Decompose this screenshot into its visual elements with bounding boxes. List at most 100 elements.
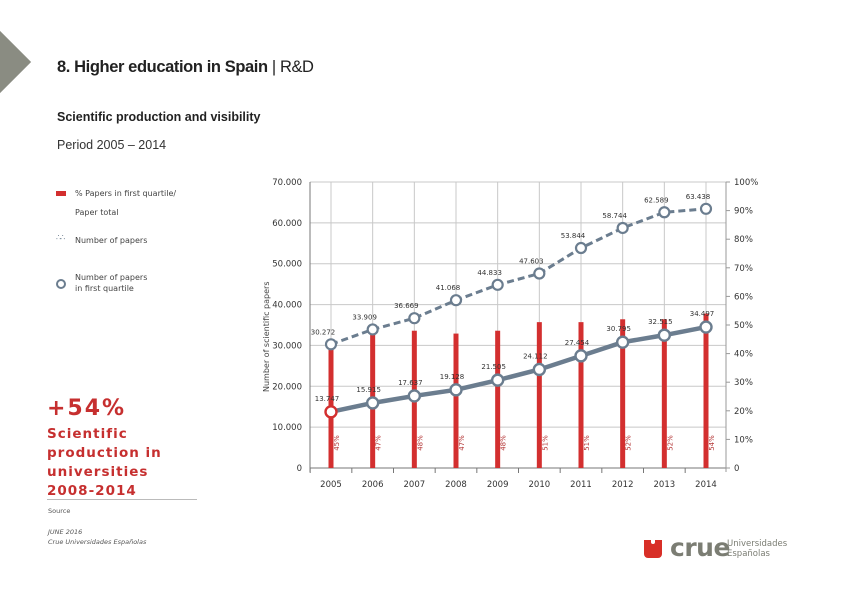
bar-data-label: 54% — [708, 435, 716, 451]
point-number-of-papers — [491, 278, 504, 291]
chart-subtitle: Scientific production and visibility — [57, 110, 261, 124]
line-data-label: 13.747 — [315, 395, 340, 403]
crue-logo-icon — [644, 540, 662, 558]
line-data-label: 24.112 — [523, 352, 548, 360]
point-number-of-papers — [449, 294, 463, 307]
page-title: 8. Higher education in Spain | R&D — [57, 58, 314, 76]
point-first-quartile — [615, 335, 630, 349]
point-number-of-papers — [616, 221, 629, 235]
x-tick-label: 2011 — [570, 480, 592, 490]
line-data-label: 15.915 — [356, 386, 381, 394]
line-data-label: 19.128 — [440, 373, 465, 381]
point-first-quartile — [657, 328, 672, 342]
highlight-text: Scientific production in universities 20… — [47, 426, 162, 499]
point-number-of-papers — [574, 241, 588, 255]
bar-percent-first-quartile — [578, 322, 584, 468]
line-data-label: 63.438 — [686, 193, 711, 201]
y2-tick-label: 10% — [734, 435, 753, 445]
highlight-value: +54% — [47, 396, 127, 421]
ring-marker-icon — [56, 279, 66, 289]
logo-wordmark: crue — [670, 533, 730, 562]
line-data-label: 17.637 — [398, 379, 423, 387]
y2-tick-label: 50% — [734, 321, 753, 331]
bar-percent-first-quartile — [453, 333, 459, 468]
line-data-label: 44.833 — [477, 269, 502, 277]
point-number-of-papers — [408, 312, 421, 325]
y2-tick-label: 0 — [734, 464, 739, 474]
y2-tick-label: 70% — [734, 264, 753, 274]
y-axis-title: Number of scientific papers — [262, 282, 271, 393]
bar-data-label: 52% — [666, 435, 674, 451]
red-bar-icon — [56, 191, 66, 196]
bar-data-label: 52% — [625, 435, 633, 451]
y-tick-label: 60.000 — [272, 219, 302, 229]
y-tick-label: 0 — [297, 464, 302, 474]
line-first-quartile — [330, 324, 707, 415]
line-data-label: 30.795 — [606, 325, 631, 333]
point-first-quartile — [699, 320, 713, 334]
line-data-label: 32.515 — [648, 318, 673, 326]
bar-data-label: 45% — [333, 435, 341, 451]
line-number-of-papers — [330, 207, 707, 346]
point-first-quartile — [407, 389, 422, 403]
line-data-label: 53.844 — [561, 232, 586, 240]
point-first-quartile — [324, 405, 338, 419]
point-first-quartile — [365, 396, 380, 410]
bar-percent-first-quartile — [536, 322, 542, 468]
y2-tick-label: 30% — [734, 378, 753, 388]
y-tick-label: 70.000 — [272, 178, 302, 188]
y2-tick-label: 100% — [734, 178, 758, 188]
logo-subtitle: Universidades Españolas — [727, 539, 788, 559]
source-info: JUNE 2016 Crue Universidades Españolas — [48, 528, 147, 546]
line-data-label: 58.744 — [602, 212, 627, 220]
point-first-quartile — [532, 362, 547, 377]
source-label: Source — [48, 507, 71, 515]
dotted-marker-icon: ∴∴ — [56, 233, 65, 242]
line-data-label: 36.669 — [394, 302, 419, 310]
bar-data-label: 47% — [375, 435, 383, 451]
x-tick-label: 2012 — [612, 480, 634, 490]
bar-percent-first-quartile — [620, 319, 626, 468]
bar-data-label: 48% — [500, 435, 508, 451]
bar-data-label: 51% — [583, 435, 591, 451]
x-tick-label: 2007 — [404, 480, 426, 490]
bar-percent-first-quartile — [495, 330, 501, 468]
y2-tick-label: 80% — [734, 235, 753, 245]
period-label: Period 2005 – 2014 — [57, 138, 167, 152]
y-tick-label: 30.000 — [272, 341, 302, 351]
point-first-quartile — [449, 383, 463, 397]
line-data-label: 27.454 — [565, 339, 590, 347]
x-tick-label: 2009 — [487, 480, 509, 490]
bar-data-label: 48% — [416, 435, 424, 451]
point-number-of-papers — [699, 202, 713, 215]
y-tick-label: 40.000 — [272, 301, 302, 311]
line-data-label: 33.909 — [352, 313, 377, 321]
line-data-label: 62.589 — [644, 196, 669, 204]
x-tick-label: 2014 — [695, 480, 717, 490]
y2-tick-label: 60% — [734, 292, 753, 302]
line-data-label: 47.603 — [519, 258, 544, 266]
line-data-label: 34.497 — [690, 310, 715, 318]
x-tick-label: 2006 — [362, 480, 384, 490]
point-number-of-papers — [533, 267, 546, 280]
x-tick-label: 2010 — [529, 480, 551, 490]
point-number-of-papers — [324, 338, 338, 351]
line-data-label: 30.272 — [311, 328, 336, 336]
y-tick-label: 50.000 — [272, 260, 302, 270]
y-tick-label: 10.000 — [272, 423, 302, 433]
y2-tick-label: 90% — [734, 207, 753, 217]
point-number-of-papers — [658, 206, 671, 219]
line-data-label: 21.505 — [481, 363, 506, 371]
divider — [47, 499, 197, 500]
x-tick-label: 2005 — [320, 480, 342, 490]
y2-tick-label: 40% — [734, 350, 753, 360]
point-first-quartile — [574, 349, 588, 363]
bar-data-label: 51% — [541, 435, 549, 451]
bar-percent-first-quartile — [661, 319, 667, 468]
point-number-of-papers — [366, 323, 379, 336]
bar-data-label: 47% — [458, 435, 466, 451]
point-first-quartile — [490, 373, 505, 387]
x-tick-label: 2013 — [654, 480, 676, 490]
y2-tick-label: 20% — [734, 407, 753, 417]
